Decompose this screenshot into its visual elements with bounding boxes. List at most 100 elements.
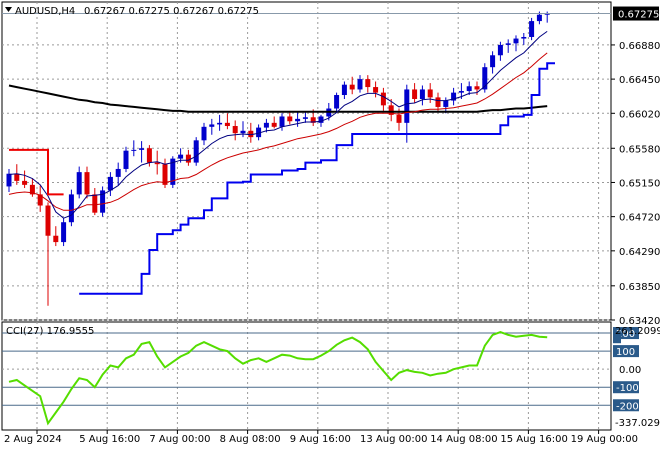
cci-level-lines xyxy=(2,332,611,406)
candle-body-bearish xyxy=(396,114,402,123)
cci-tick-label: -200 xyxy=(616,401,639,412)
time-tick-label: 7 Aug 00:00 xyxy=(149,434,210,445)
cci-series-line xyxy=(8,331,548,426)
candle-body-bearish xyxy=(271,122,277,127)
candle-body-bearish xyxy=(380,92,386,106)
candle-body-bullish xyxy=(131,149,137,151)
cci-tick-label: -100 xyxy=(616,383,639,394)
price-tick-label: 0.64720 xyxy=(619,213,660,224)
candle-body-bullish xyxy=(209,124,215,127)
candle-body-bearish xyxy=(474,86,480,90)
candle-body-bullish xyxy=(6,173,12,187)
time-axis: 2 Aug 2024 5 Aug 16:00 7 Aug 00:00 8 Aug 08… xyxy=(4,430,638,445)
indicator-lines xyxy=(8,30,555,295)
cci-tick-label: 0.00 xyxy=(619,365,641,376)
candle-body-bearish xyxy=(248,130,254,138)
cci-label: CCI(27) 176.9555 xyxy=(6,326,94,337)
cci-line-group xyxy=(8,331,548,426)
candle-body-bullish xyxy=(513,38,519,44)
candle-body-bullish xyxy=(482,67,488,90)
cci-axis: 200 100 0.00 -100 -200 xyxy=(613,327,641,412)
ema-fast-line xyxy=(8,30,548,219)
candle-body-bullish xyxy=(341,84,347,96)
price-tick-label: 0.65580 xyxy=(619,144,660,155)
candle-body-bullish xyxy=(100,190,106,213)
time-tick-label: 13 Aug 00:00 xyxy=(360,434,427,445)
candle-body-bearish xyxy=(232,126,238,134)
time-tick-label: 19 Aug 00:00 xyxy=(571,434,638,445)
candle-body-bullish xyxy=(451,92,457,101)
cci-value-marker xyxy=(613,331,621,344)
cci-min-label: -337.0298 xyxy=(615,418,660,429)
candle-body-bearish xyxy=(185,154,191,163)
candle-body-bearish xyxy=(435,97,441,107)
candle-body-bearish xyxy=(84,172,90,195)
candle-body-bearish xyxy=(365,79,371,88)
candle-body-bearish xyxy=(224,122,230,127)
time-tick-label: 14 Aug 08:00 xyxy=(430,434,497,445)
price-tick-label: 0.63850 xyxy=(619,282,660,293)
price-tick-label: 0.64290 xyxy=(619,247,660,258)
candle-body-bullish xyxy=(490,55,496,68)
ema-slow-line xyxy=(8,84,548,113)
price-pane[interactable] xyxy=(1,1,612,321)
candle-body-bearish xyxy=(29,184,35,195)
cci-pane[interactable] xyxy=(1,321,612,431)
candle-body-bearish xyxy=(45,205,51,236)
price-tick-label: 0.66880 xyxy=(619,41,660,52)
candle-body-bullish xyxy=(170,158,176,185)
candle-body-bullish xyxy=(295,118,301,122)
candle-body-bullish xyxy=(76,172,82,195)
candle-body-bullish xyxy=(61,222,67,243)
grid-lines xyxy=(2,2,611,430)
candle-body-bullish xyxy=(123,150,129,169)
candle-body-bearish xyxy=(14,173,20,181)
candle-body-bullish xyxy=(139,148,145,150)
candle-body-bullish xyxy=(217,122,223,125)
last-price-tag xyxy=(613,6,659,21)
candle-body-bullish xyxy=(357,79,363,90)
price-axis: 0.66880 0.66450 0.66020 0.65580 0.65150 0.647… xyxy=(2,6,660,327)
candle-body-bullish xyxy=(497,44,503,56)
candle-body-bullish xyxy=(256,127,262,138)
candle-body-bullish xyxy=(536,14,542,22)
symbol-label: AUDUSD,H4 xyxy=(15,6,75,17)
dropdown-triangle-icon[interactable] xyxy=(5,7,12,12)
candle-body-bullish xyxy=(544,13,550,15)
candle-body-bearish xyxy=(92,194,98,213)
candle-body-bullish xyxy=(318,116,324,123)
time-tick-label: 2 Aug 2024 xyxy=(4,434,62,445)
candle-body-bearish xyxy=(388,105,394,115)
candle-body-bullish xyxy=(466,86,472,92)
candle-body-bullish xyxy=(419,89,425,99)
candle-body-bullish xyxy=(458,91,464,93)
candle-body-bullish xyxy=(505,43,511,45)
candle-body-bullish xyxy=(107,176,113,191)
cci-level-tag xyxy=(613,399,639,412)
candle-body-bullish xyxy=(68,194,74,223)
last-price-label: 0.67275 xyxy=(618,10,659,21)
candle-body-bearish xyxy=(287,116,293,122)
candle-body-bearish xyxy=(427,89,433,98)
price-tick-label: 0.65150 xyxy=(619,178,660,189)
candles xyxy=(6,11,550,306)
candle-body-bearish xyxy=(37,194,43,206)
time-tick-label: 8 Aug 08:00 xyxy=(220,434,281,445)
candle-body-bullish xyxy=(115,168,121,177)
candle-body-bearish xyxy=(53,235,59,243)
candle-body-bullish xyxy=(521,36,527,39)
trailing-stop-bear xyxy=(9,148,64,196)
time-tick-label: 9 Aug 16:00 xyxy=(290,434,351,445)
candle-body-bearish xyxy=(412,89,418,99)
ohlc-values: 0.67267 0.67275 0.67267 0.67275 xyxy=(84,6,259,17)
candle-body-bearish xyxy=(22,180,28,185)
candle-body-bearish xyxy=(146,148,152,163)
cci-tick-label: 100 xyxy=(616,347,635,358)
cci-tick-label: 200 xyxy=(616,329,635,340)
candle-body-bearish xyxy=(310,117,316,123)
candle-body-bearish xyxy=(373,87,379,93)
ema-mid-line xyxy=(8,52,548,211)
time-tick-label: 5 Aug 16:00 xyxy=(79,434,140,445)
